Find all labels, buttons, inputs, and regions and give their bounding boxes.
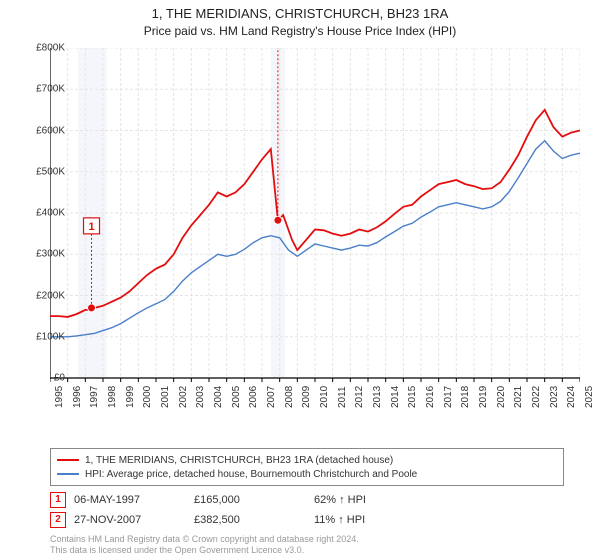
xtick-label: 2015 bbox=[407, 386, 418, 408]
ytick-label: £500K bbox=[15, 166, 65, 177]
xtick-label: 2011 bbox=[337, 386, 348, 408]
xtick-label: 2020 bbox=[496, 386, 507, 408]
xtick-label: 1997 bbox=[89, 386, 100, 408]
sale-row-2: 2 27-NOV-2007 £382,500 11% ↑ HPI bbox=[50, 510, 366, 530]
sale-price-1: £165,000 bbox=[194, 494, 314, 506]
xtick-label: 2025 bbox=[584, 386, 595, 408]
sale-records: 1 06-MAY-1997 £165,000 62% ↑ HPI 2 27-NO… bbox=[50, 490, 366, 530]
sale-marker-1: 1 bbox=[50, 492, 66, 508]
xtick-label: 2002 bbox=[178, 386, 189, 408]
legend-row-price: 1, THE MERIDIANS, CHRISTCHURCH, BH23 1RA… bbox=[57, 453, 557, 467]
xtick-label: 2008 bbox=[284, 386, 295, 408]
xtick-label: 1995 bbox=[54, 386, 65, 408]
xtick-label: 2022 bbox=[531, 386, 542, 408]
xtick-label: 2012 bbox=[354, 386, 365, 408]
sale-price-2: £382,500 bbox=[194, 514, 314, 526]
ytick-label: £300K bbox=[15, 249, 65, 260]
xtick-label: 2001 bbox=[160, 386, 171, 408]
legend-swatch-price bbox=[57, 459, 79, 461]
legend-box: 1, THE MERIDIANS, CHRISTCHURCH, BH23 1RA… bbox=[50, 448, 564, 486]
xtick-label: 2017 bbox=[443, 386, 454, 408]
sale-date-2: 27-NOV-2007 bbox=[74, 514, 194, 526]
credit-line-1: Contains HM Land Registry data © Crown c… bbox=[50, 534, 359, 545]
legend-label-hpi: HPI: Average price, detached house, Bour… bbox=[85, 469, 417, 480]
xtick-label: 2005 bbox=[231, 386, 242, 408]
chart-title-line1: 1, THE MERIDIANS, CHRISTCHURCH, BH23 1RA bbox=[0, 0, 600, 23]
xtick-label: 2014 bbox=[390, 386, 401, 408]
xtick-label: 2004 bbox=[213, 386, 224, 408]
ytick-label: £600K bbox=[15, 125, 65, 136]
ytick-label: £200K bbox=[15, 290, 65, 301]
xtick-label: 2021 bbox=[513, 386, 524, 408]
xtick-label: 2007 bbox=[266, 386, 277, 408]
xtick-label: 1998 bbox=[107, 386, 118, 408]
legend-label-price: 1, THE MERIDIANS, CHRISTCHURCH, BH23 1RA… bbox=[85, 455, 393, 466]
chart-plot-area: 12 bbox=[50, 48, 580, 408]
credit-text: Contains HM Land Registry data © Crown c… bbox=[50, 534, 359, 556]
xtick-label: 2019 bbox=[478, 386, 489, 408]
legend-swatch-hpi bbox=[57, 473, 79, 475]
xtick-label: 2024 bbox=[566, 386, 577, 408]
xtick-label: 2018 bbox=[460, 386, 471, 408]
xtick-label: 2010 bbox=[319, 386, 330, 408]
sale-marker-2: 2 bbox=[50, 512, 66, 528]
sale-delta-2: 11% ↑ HPI bbox=[314, 514, 365, 526]
xtick-label: 1996 bbox=[72, 386, 83, 408]
ytick-label: £400K bbox=[15, 208, 65, 219]
xtick-label: 2000 bbox=[142, 386, 153, 408]
svg-text:1: 1 bbox=[88, 221, 94, 233]
ytick-label: £100K bbox=[15, 331, 65, 342]
ytick-label: £800K bbox=[15, 43, 65, 54]
sale-date-1: 06-MAY-1997 bbox=[74, 494, 194, 506]
xtick-label: 2009 bbox=[301, 386, 312, 408]
xtick-label: 2013 bbox=[372, 386, 383, 408]
chart-title-line2: Price paid vs. HM Land Registry's House … bbox=[0, 23, 600, 38]
ytick-label: £700K bbox=[15, 84, 65, 95]
xtick-label: 2006 bbox=[248, 386, 259, 408]
sale-row-1: 1 06-MAY-1997 £165,000 62% ↑ HPI bbox=[50, 490, 366, 510]
sale-delta-1: 62% ↑ HPI bbox=[314, 494, 366, 506]
ytick-label: £0 bbox=[15, 373, 65, 384]
legend-row-hpi: HPI: Average price, detached house, Bour… bbox=[57, 467, 557, 481]
credit-line-2: This data is licensed under the Open Gov… bbox=[50, 545, 359, 556]
xtick-label: 2016 bbox=[425, 386, 436, 408]
xtick-label: 2003 bbox=[195, 386, 206, 408]
xtick-label: 2023 bbox=[549, 386, 560, 408]
xtick-label: 1999 bbox=[125, 386, 136, 408]
